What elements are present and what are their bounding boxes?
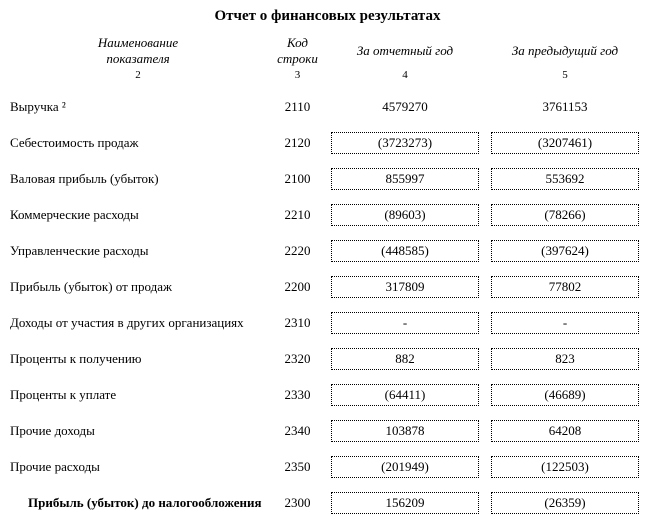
previous-year-cell: 77802: [491, 276, 639, 298]
current-year-cell: (201949): [331, 456, 479, 478]
indicator-cell: Управленческие расходы: [10, 243, 270, 259]
code-cell: 2350: [270, 459, 325, 475]
current-year-cell: (89603): [331, 204, 479, 226]
table-row: Выручка ²211045792703761153: [10, 91, 645, 123]
current-year-cell: (3723273): [331, 132, 479, 154]
table-row: Управленческие расходы2220 (448585) (39762…: [10, 235, 645, 267]
hdr-name-line1: Наименование: [10, 35, 266, 51]
previous-year-cell: 553692: [491, 168, 639, 190]
current-year-cell: 156209: [331, 492, 479, 514]
table-row: Проценты к получению2320 882 823: [10, 343, 645, 375]
indicator-cell: Коммерческие расходы: [10, 207, 270, 223]
indicator-cell: Себестоимость продаж: [10, 135, 270, 151]
current-year-cell: 103878: [331, 420, 479, 442]
table-row: Проценты к уплате2330 (64411) (46689): [10, 379, 645, 411]
sub-cur: 4: [325, 69, 485, 81]
indicator-cell: Валовая прибыль (убыток): [10, 171, 270, 187]
current-year-cell: -: [331, 312, 479, 334]
table-row: Валовая прибыль (убыток)2100 855997 553692: [10, 163, 645, 195]
code-cell: 2110: [270, 99, 325, 115]
current-year-cell: 317809: [331, 276, 479, 298]
indicator-cell: Выручка ²: [10, 99, 270, 115]
previous-year-cell: 823: [491, 348, 639, 370]
code-cell: 2200: [270, 279, 325, 295]
table-row: Прибыль (убыток) до налогообложения2300 1…: [10, 487, 645, 519]
code-cell: 2210: [270, 207, 325, 223]
previous-year-cell: (122503): [491, 456, 639, 478]
table-row: Себестоимость продаж2120 (3723273) (320746…: [10, 127, 645, 159]
hdr-name-line2: показателя: [10, 51, 266, 67]
previous-year-cell: (3207461): [491, 132, 639, 154]
code-cell: 2100: [270, 171, 325, 187]
previous-year-cell: (46689): [491, 384, 639, 406]
current-year-cell: 4579270: [325, 96, 485, 118]
previous-year-cell: (78266): [491, 204, 639, 226]
indicator-cell: Прибыль (убыток) от продаж: [10, 279, 270, 295]
indicator-cell: Проценты к уплате: [10, 387, 270, 403]
previous-year-cell: (397624): [491, 240, 639, 262]
indicator-cell: Прочие доходы: [10, 423, 270, 439]
current-year-cell: (64411): [331, 384, 479, 406]
sub-code: 3: [270, 69, 325, 81]
hdr-current: За отчетный год: [325, 43, 485, 59]
code-cell: 2340: [270, 423, 325, 439]
table-header-row-2: 2 3 4 5: [10, 69, 645, 81]
table-row: Доходы от участия в других организациях2…: [10, 307, 645, 339]
report-title: Отчет о финансовых результатах: [10, 8, 645, 25]
hdr-code-line1: Код: [270, 35, 325, 51]
indicator-cell: Проценты к получению: [10, 351, 270, 367]
hdr-previous: За предыдущий год: [485, 43, 645, 59]
current-year-cell: 855997: [331, 168, 479, 190]
table-body: Выручка ²211045792703761153 Себестоимость…: [10, 91, 645, 519]
table-row: Прибыль (убыток) от продаж2200 317809 7780…: [10, 271, 645, 303]
sub-prev: 5: [485, 69, 645, 81]
code-cell: 2120: [270, 135, 325, 151]
previous-year-cell: (26359): [491, 492, 639, 514]
indicator-cell: Доходы от участия в других организациях: [10, 315, 270, 331]
code-cell: 2300: [270, 495, 325, 511]
sub-name: 2: [10, 69, 270, 81]
code-cell: 2220: [270, 243, 325, 259]
previous-year-cell: 64208: [491, 420, 639, 442]
table-header-row-1: Наименование показателя Код строки За от…: [10, 35, 645, 67]
code-cell: 2320: [270, 351, 325, 367]
hdr-code-line2: строки: [270, 51, 325, 67]
table-row: Коммерческие расходы2210 (89603) (78266): [10, 199, 645, 231]
current-year-cell: (448585): [331, 240, 479, 262]
previous-year-cell: -: [491, 312, 639, 334]
code-cell: 2330: [270, 387, 325, 403]
indicator-cell: Прибыль (убыток) до налогообложения: [10, 495, 270, 511]
current-year-cell: 882: [331, 348, 479, 370]
table-row: Прочие расходы2350 (201949) (122503): [10, 451, 645, 483]
code-cell: 2310: [270, 315, 325, 331]
previous-year-cell: 3761153: [485, 96, 645, 118]
table-row: Прочие доходы2340 103878 64208: [10, 415, 645, 447]
indicator-cell: Прочие расходы: [10, 459, 270, 475]
